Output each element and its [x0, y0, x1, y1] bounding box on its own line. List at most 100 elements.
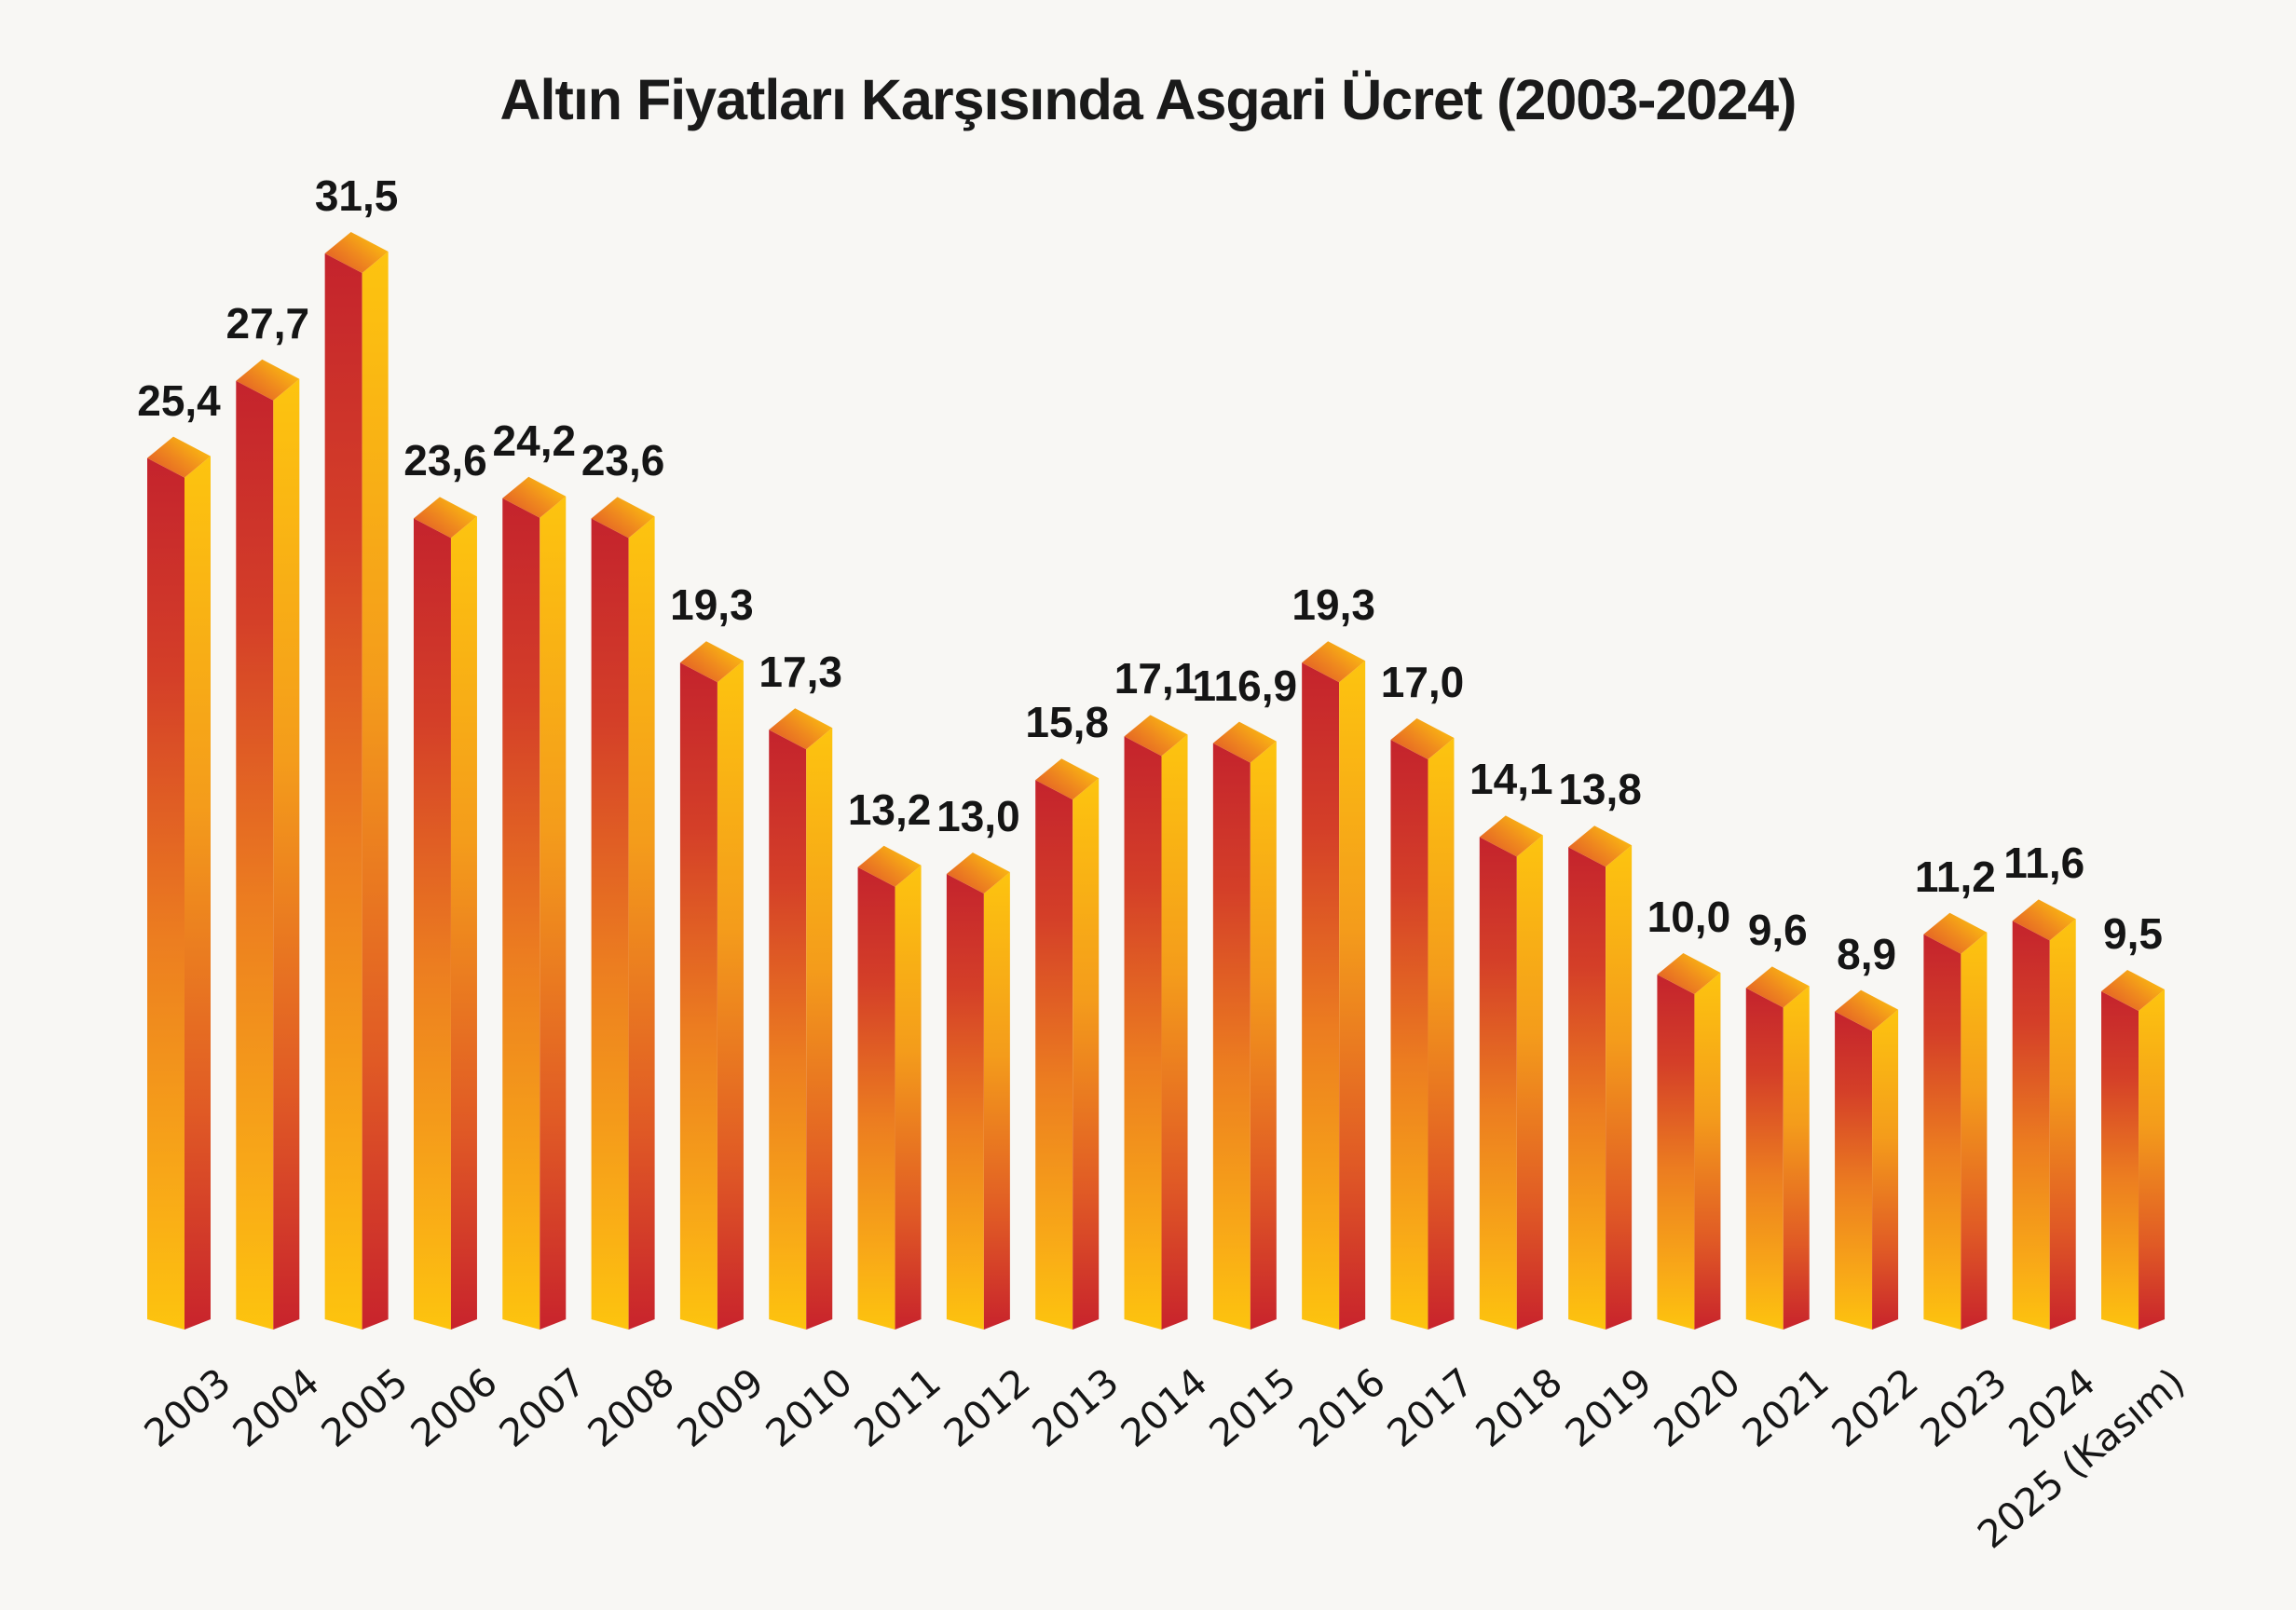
- bar-value-label: 23,6: [403, 436, 487, 485]
- bar-top-face: [1479, 815, 1543, 857]
- bar-side-face: [1872, 1009, 1899, 1330]
- bar-side-face: [1161, 734, 1188, 1330]
- bar-front-face: [1124, 736, 1162, 1330]
- bar-value-label: 9,6: [1747, 906, 1808, 955]
- bar-side-face: [983, 872, 1010, 1330]
- bar-value-label: 13,2: [847, 785, 932, 834]
- bar-value-label: 116,9: [1192, 661, 1298, 710]
- bar-side-face: [895, 865, 922, 1330]
- bar-side-face: [362, 252, 389, 1330]
- bar-front-face: [147, 457, 184, 1330]
- bar-front-face: [857, 866, 895, 1330]
- bar-side-face: [717, 661, 744, 1330]
- bar-2003: [147, 436, 211, 1330]
- bar-value-label: 14,1: [1469, 755, 1553, 804]
- bar-front-face: [1835, 1011, 1873, 1330]
- bar-front-face: [236, 380, 274, 1330]
- bar-value-label: 17,0: [1380, 658, 1465, 706]
- bar-top-face: [769, 708, 833, 750]
- bar-value-label: 11,2: [1914, 852, 1996, 901]
- bar-2008: [591, 497, 655, 1330]
- bar-top-face: [147, 436, 211, 478]
- bar-top-face: [502, 476, 567, 518]
- bar-value-label: 24,2: [492, 416, 577, 465]
- bar-value-label: 15,8: [1025, 698, 1109, 747]
- bar-2013: [1035, 758, 1100, 1330]
- bar-side-face: [1694, 973, 1721, 1330]
- bar-top-face: [1390, 718, 1455, 759]
- bar-value-label: 13,0: [936, 792, 1020, 840]
- bar-value-label: 19,3: [670, 580, 754, 630]
- bar-value-label: 27,7: [226, 298, 310, 348]
- bar-side-face: [2049, 919, 2076, 1330]
- bar-2019: [1568, 825, 1633, 1330]
- bar-front-face: [324, 253, 362, 1330]
- bar-2024: [2012, 899, 2076, 1330]
- bar-side-face: [1073, 778, 1100, 1330]
- bar-front-face: [1923, 934, 1961, 1330]
- bar-2011: [857, 845, 922, 1330]
- bar-value-label: 23,6: [581, 436, 665, 485]
- bar-top-face: [2101, 970, 2166, 1011]
- chart-title: Altın Fiyatları Karşısında Asgari Ücret …: [499, 68, 1797, 131]
- bar-2016: [1302, 641, 1366, 1330]
- bar-side-face: [184, 456, 211, 1330]
- bar-front-face: [1745, 988, 1784, 1330]
- bar-top-face: [324, 232, 389, 273]
- bar-2007: [502, 476, 567, 1330]
- bar-value-label: 11,6: [2003, 839, 2085, 888]
- bar-2022: [1835, 989, 1899, 1330]
- bar-top-face: [1568, 825, 1633, 867]
- bar-side-face: [628, 516, 655, 1330]
- bar-side-face: [1606, 845, 1633, 1330]
- bar-top-face: [1835, 989, 1899, 1031]
- bar-top-face: [2012, 899, 2076, 941]
- bar-top-face: [1657, 953, 1721, 994]
- bar-2010: [769, 708, 833, 1330]
- bar-side-face: [1961, 932, 1988, 1330]
- bar-2014: [1124, 715, 1188, 1330]
- bar-side-face: [450, 516, 477, 1330]
- bar-2025 (Kasım): [2101, 970, 2166, 1330]
- bar-top-face: [857, 845, 922, 887]
- bar-top-face: [1124, 715, 1188, 757]
- bar-top-face: [236, 359, 300, 401]
- bar-top-face: [1035, 758, 1100, 800]
- bar-2006: [413, 497, 477, 1330]
- bar-value-label: 25,4: [137, 375, 221, 425]
- bar-value-label: 17,3: [758, 648, 842, 697]
- bar-2012: [946, 853, 1010, 1330]
- bar-2017: [1390, 718, 1455, 1330]
- bar-front-face: [2101, 991, 2139, 1330]
- bar-top-face: [1745, 966, 1810, 1008]
- bar-top-face: [1302, 641, 1366, 683]
- bar-side-face: [806, 728, 833, 1330]
- bar-value-label: 9,5: [2103, 909, 2163, 958]
- bar-2009: [679, 641, 744, 1330]
- bar-side-face: [1783, 986, 1810, 1330]
- bar-value-label: 8,9: [1837, 929, 1897, 978]
- bar-side-face: [2139, 989, 2166, 1330]
- bar-2023: [1923, 912, 1988, 1330]
- bar-value-label: 19,3: [1292, 580, 1375, 630]
- bar-2020: [1657, 953, 1721, 1330]
- bar-front-face: [1657, 975, 1695, 1330]
- bar-front-face: [1479, 837, 1517, 1330]
- bar-2005: [324, 232, 389, 1330]
- bar-top-face: [413, 497, 477, 539]
- bar-top-face: [591, 497, 655, 539]
- bar-2004: [236, 359, 300, 1330]
- bar-front-face: [1302, 662, 1340, 1330]
- bar-front-face: [413, 518, 451, 1330]
- bar-side-face: [273, 378, 300, 1330]
- bar-side-face: [540, 496, 567, 1330]
- bar-front-face: [1390, 740, 1428, 1330]
- bar-top-face: [1212, 721, 1277, 763]
- bar-top-face: [946, 853, 1010, 894]
- bar-front-face: [502, 498, 540, 1330]
- bar-2018: [1479, 815, 1543, 1330]
- bar-value-label: 13,8: [1558, 765, 1642, 814]
- bar-side-face: [1516, 835, 1543, 1330]
- bar-front-face: [946, 874, 984, 1330]
